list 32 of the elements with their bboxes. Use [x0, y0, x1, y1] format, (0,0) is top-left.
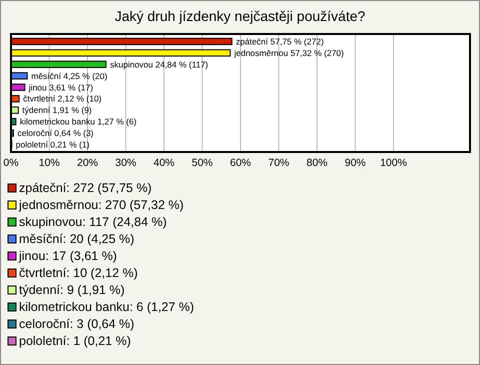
x-tick-label: 20% [76, 157, 98, 169]
x-tick-label: 50% [192, 157, 213, 169]
data-label: skupinovou 24,84 % (117) [110, 59, 208, 70]
data-label: pololetní 0,21 % (1) [16, 140, 90, 150]
data-label: celoroční 0,64 % (3) [17, 128, 94, 138]
text: pololetní: 1 (0,21 %) [19, 334, 131, 348]
data-label: jednosměrnou 57,32 % (270) [233, 48, 344, 58]
text: kilometrickou banku: 6 (1,27 %) [19, 300, 194, 314]
data-label: týdenní 1,91 % (9) [22, 105, 92, 116]
x-tick-label: 80% [306, 157, 328, 169]
data-label: jinou 3,61 % (17) [28, 82, 94, 92]
text: měsíční: 20 (4,25 %) [19, 232, 134, 246]
chart-title: Jaký druh jízdenky nejčastěji používáte? [114, 8, 366, 24]
x-tick-label: 60% [230, 157, 252, 169]
data-label: zpáteční 57,75 % (272) [236, 36, 324, 46]
x-tick-label: 30% [115, 157, 136, 169]
x-tick-label: 0% [3, 157, 19, 169]
data-label: kilometrickou banku 1,27 % (6) [20, 116, 137, 127]
x-tick-label: 90% [344, 157, 366, 169]
text: týdenní: 9 (1,91 %) [19, 283, 125, 297]
data-label: čtvrtletní 2,12 % (10) [23, 94, 102, 104]
x-tick-label: 100% [380, 157, 407, 169]
x-tick-label: 70% [268, 157, 290, 169]
data-label: měsíční 4,25 % (20) [31, 70, 108, 81]
x-tick-label: 40% [153, 157, 175, 169]
text: skupinovou: 117 (24,84 %) [19, 215, 167, 229]
text: jinou: 17 (3,61 %) [18, 249, 117, 263]
x-tick-label: 10% [38, 157, 60, 169]
text: zpáteční: 272 (57,75 %) [19, 181, 152, 195]
text: celoroční: 3 (0,64 %) [19, 317, 134, 331]
text: jednosměrnou: 270 (57,32 %) [18, 198, 184, 212]
text: čtvrtletní: 10 (2,12 %) [19, 266, 138, 280]
